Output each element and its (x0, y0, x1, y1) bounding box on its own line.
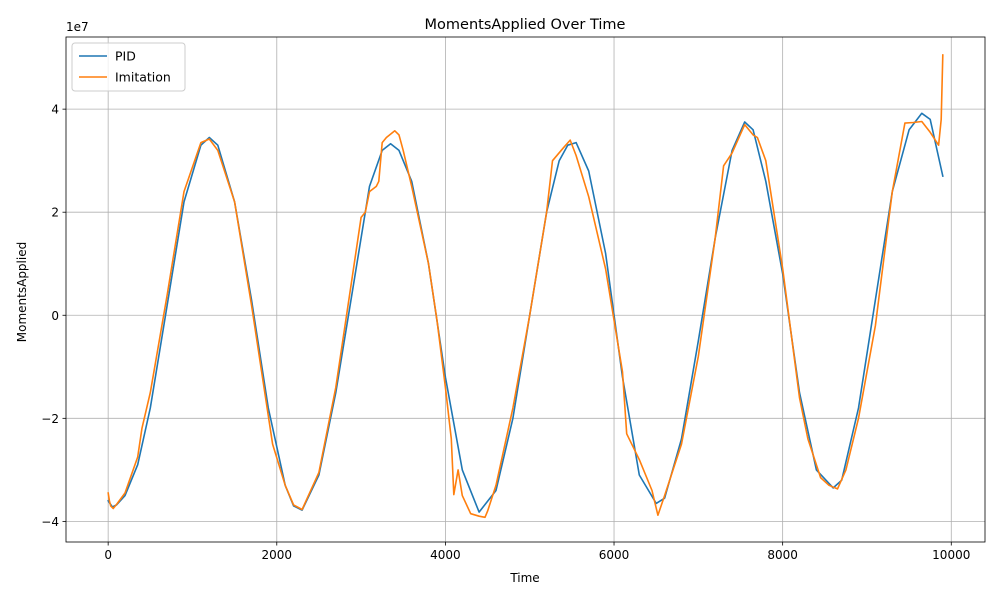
chart-title: MomentsApplied Over Time (425, 17, 626, 33)
legend-label-imitation: Imitation (115, 70, 171, 85)
y-tick-label: 2 (51, 206, 59, 220)
y-tick-label: 0 (51, 309, 59, 323)
x-axis-ticks: 0 2000 4000 6000 8000 10000 (104, 542, 970, 562)
x-tick-label: 2000 (262, 548, 293, 562)
series-line-imitation (107, 54, 944, 519)
x-tick-label: 10000 (932, 548, 970, 562)
x-tick-label: 6000 (599, 548, 630, 562)
series-layer (107, 54, 944, 519)
y-tick-label: 4 (51, 103, 59, 117)
y-axis-offset-label: 1e7 (66, 20, 89, 34)
x-tick-label: 4000 (430, 548, 461, 562)
y-tick-label: −2 (41, 412, 59, 426)
legend-label-pid: PID (115, 49, 136, 64)
x-axis-label: Time (509, 571, 539, 585)
y-axis-label: MomentsApplied (15, 242, 29, 342)
x-tick-label: 0 (104, 548, 112, 562)
legend: PID Imitation (71, 42, 186, 92)
x-tick-label: 8000 (767, 548, 798, 562)
y-tick-label: −4 (41, 515, 59, 529)
y-axis-ticks: −4 −2 0 2 4 (41, 103, 66, 529)
grid (66, 37, 985, 542)
plot-frame (65, 36, 986, 543)
legend-box (71, 42, 186, 92)
